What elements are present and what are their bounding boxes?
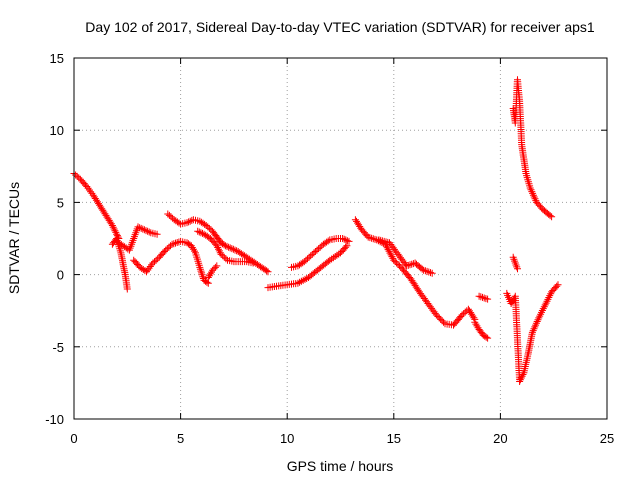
- data-point-markers: [375, 236, 436, 277]
- x-tick-label: 5: [177, 431, 184, 446]
- x-axis-label: GPS time / hours: [287, 458, 394, 474]
- series-arc3: [113, 223, 161, 254]
- series-arc16: [509, 76, 556, 221]
- axes-ticks: 0 5 10 15 20 25 -10 -5 0 5 10 15: [45, 51, 614, 446]
- plot-frame: [73, 57, 608, 420]
- data-point-markers: [194, 227, 257, 267]
- y-tick-label: 10: [50, 123, 64, 138]
- series-arc14: [503, 281, 562, 385]
- data-point-markers: [351, 216, 479, 329]
- series-arc7: [194, 227, 257, 267]
- series-arc13: [475, 292, 492, 303]
- data-point-markers: [503, 281, 562, 385]
- data-point-markers: [70, 170, 123, 242]
- data-point-markers: [113, 223, 161, 254]
- y-tick-label: 5: [57, 195, 64, 210]
- chart-title: Day 102 of 2017, Sidereal Day-to-day VTE…: [85, 19, 595, 35]
- x-tick-label: 10: [280, 431, 294, 446]
- y-tick-label: 0: [57, 268, 64, 283]
- y-tick-label: 15: [50, 51, 64, 66]
- y-axis-label: SDTVAR / TECUs: [6, 182, 22, 294]
- data-point-markers: [130, 237, 212, 287]
- series-arc6: [164, 210, 272, 276]
- x-tick-label: 20: [493, 431, 507, 446]
- series-arc9: [288, 235, 353, 271]
- data-point-markers: [471, 318, 492, 342]
- series-arc11: [375, 236, 436, 277]
- y-tick-label: -5: [52, 340, 64, 355]
- data-point-markers: [164, 210, 272, 276]
- series-arc15: [509, 253, 521, 273]
- data-point-markers: [509, 253, 521, 273]
- data-point-markers: [288, 235, 353, 271]
- data-point-markers: [509, 76, 556, 221]
- data-marks: [70, 76, 562, 385]
- series-arc8: [264, 242, 351, 292]
- series-arc4: [130, 237, 212, 287]
- x-tick-label: 25: [600, 431, 614, 446]
- data-point-markers: [475, 292, 492, 303]
- series-arc5: [204, 262, 221, 281]
- series-arc1: [70, 170, 123, 242]
- data-point-markers: [204, 262, 221, 281]
- x-tick-label: 15: [387, 431, 401, 446]
- series-arc10: [351, 216, 479, 329]
- data-point-markers: [264, 242, 351, 292]
- series-arc12: [471, 318, 492, 342]
- x-tick-label: 0: [70, 431, 77, 446]
- y-tick-label: -10: [45, 412, 64, 427]
